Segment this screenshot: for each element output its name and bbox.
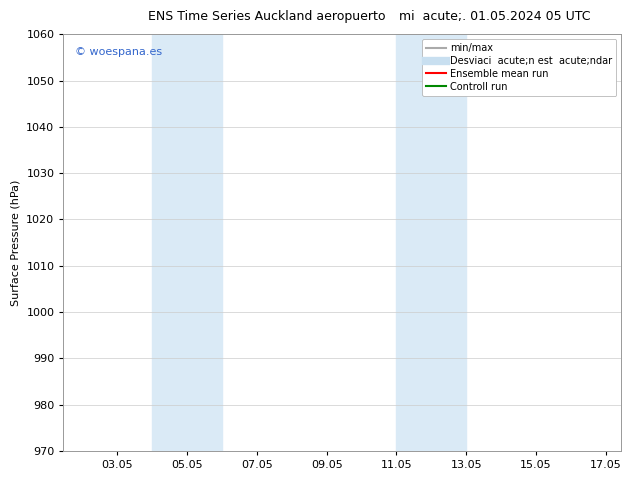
Text: © woespana.es: © woespana.es	[75, 47, 162, 57]
Text: mi  acute;. 01.05.2024 05 UTC: mi acute;. 01.05.2024 05 UTC	[399, 10, 590, 23]
Legend: min/max, Desviaci  acute;n est  acute;ndar, Ensemble mean run, Controll run: min/max, Desviaci acute;n est acute;ndar…	[422, 39, 616, 96]
Y-axis label: Surface Pressure (hPa): Surface Pressure (hPa)	[11, 179, 21, 306]
Text: ENS Time Series Auckland aeropuerto: ENS Time Series Auckland aeropuerto	[148, 10, 385, 23]
Bar	[396, 34, 466, 451]
Bar	[152, 34, 222, 451]
